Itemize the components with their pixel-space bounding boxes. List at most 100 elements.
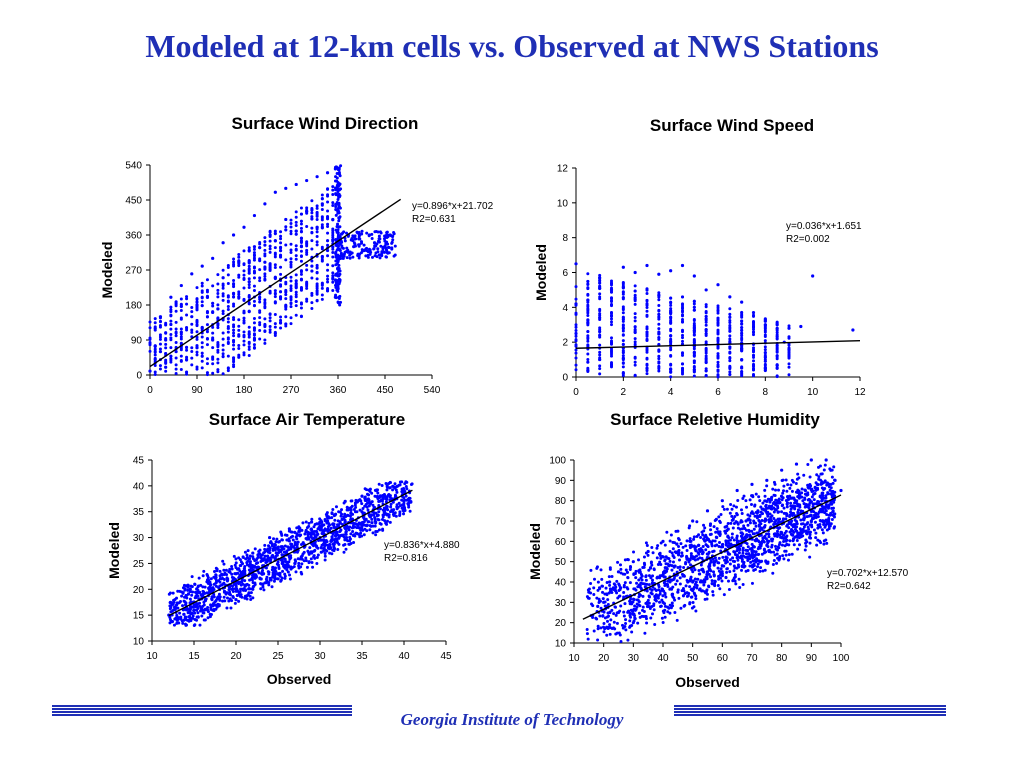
chart-air-temperature-point [256,555,260,559]
chart-air-temperature-point [259,582,263,586]
chart-relative-humidity-point [637,611,641,615]
chart-wind-speed-point [775,348,779,352]
chart-relative-humidity-point [810,525,814,529]
chart-air-temperature-point [256,565,260,569]
chart-wind-speed-point [633,289,637,293]
chart-relative-humidity-point [733,579,737,583]
chart-wind-direction-point [221,292,225,296]
chart-wind-direction-point [294,295,298,299]
chart-wind-direction-point [169,357,173,361]
chart-wind-direction-point [377,237,381,241]
chart-air-temperature-point [280,558,284,562]
chart-wind-speed-point [787,365,791,369]
chart-wind-speed-point [645,303,649,307]
chart-air-temperature-point [358,526,362,530]
chart-air-temperature-point [327,544,331,548]
chart-relative-humidity-point [684,544,688,548]
chart-wind-speed-point [704,288,708,292]
chart-wind-direction-point [226,305,230,309]
chart-relative-humidity-point [731,517,735,521]
chart-relative-humidity-point [795,499,799,503]
chart-wind-direction-point [339,300,343,304]
chart-wind-speed-point [586,279,590,283]
chart-air-temperature-point [400,503,404,507]
chart-air-temperature-point [169,604,173,608]
chart-wind-direction-point [320,282,324,286]
chart-relative-humidity-y-tick-label: 60 [555,537,567,548]
chart-wind-direction-point [299,230,303,234]
chart-wind-direction-point [284,288,288,292]
chart-wind-direction-point [247,295,251,299]
chart-relative-humidity-point [603,604,607,608]
chart-air-temperature-point [394,488,398,492]
chart-wind-speed-point [716,339,720,343]
chart-air-temperature-point [295,532,299,536]
chart-wind-speed-point [752,373,755,377]
chart-wind-speed-point [586,343,590,347]
chart-relative-humidity-point [715,527,719,531]
chart-relative-humidity-point [804,504,808,508]
chart-wind-speed-point [740,344,744,348]
chart-wind-speed-point [598,335,602,339]
chart-air-temperature-point [241,582,245,586]
chart-wind-direction-point [320,218,324,222]
chart-wind-direction-r2: R2=0.631 [412,214,456,225]
chart-wind-direction-point [336,222,340,226]
chart-relative-humidity-point [662,575,666,579]
chart-wind-speed-point [692,299,696,303]
chart-wind-speed-point [740,358,744,362]
chart-air-temperature-point [377,482,381,486]
chart-wind-direction-point [226,266,230,270]
chart-wind-direction-point [179,332,183,336]
chart-wind-direction-point [326,209,330,213]
chart-wind-direction-point [326,222,330,226]
chart-relative-humidity-point [790,519,794,523]
chart-relative-humidity-point [830,475,834,479]
chart-wind-direction-point [268,244,272,248]
chart-wind-direction-point [289,284,293,288]
chart-relative-humidity-point [765,484,769,488]
chart-relative-humidity-x-tick-label: 60 [717,653,729,664]
chart-relative-humidity-point [647,601,651,605]
chart-air-temperature-point [368,502,372,506]
chart-wind-direction-point [355,230,359,234]
chart-wind-direction-point [273,263,277,267]
chart-wind-direction-point [164,342,168,346]
chart-wind-speed-point [657,349,661,353]
chart-wind-direction-point [279,241,283,245]
chart-relative-humidity-point [715,543,719,547]
chart-air-temperature-point [397,501,401,505]
chart-wind-direction-point [299,269,303,273]
chart-relative-humidity-point [624,618,628,622]
chart-air-temperature-point [342,501,346,505]
chart-wind-direction-point [305,263,309,267]
chart-wind-direction-point [374,251,378,255]
chart-wind-direction-point [273,190,277,194]
chart-wind-speed-point [610,320,613,324]
chart-wind-direction-point [242,321,246,325]
chart-wind-direction-point [273,277,277,281]
chart-relative-humidity-point [722,593,726,597]
chart-relative-humidity-xlabel: Observed [675,674,740,690]
chart-relative-humidity-point [802,502,806,506]
chart-wind-speed-point [775,375,779,379]
chart-wind-direction-point [237,275,241,279]
chart-relative-humidity-point [650,604,654,608]
chart-air-temperature-point [340,517,344,521]
chart-wind-direction-point [310,276,314,280]
chart-relative-humidity-point [727,587,731,591]
chart-wind-direction-point [195,297,199,301]
chart-wind-direction-point [221,312,225,316]
chart-air-temperature-point [381,528,385,532]
chart-relative-humidity-point [824,458,828,462]
chart-relative-humidity-point [660,616,664,620]
chart-wind-direction-point [268,319,272,323]
chart-relative-humidity-point [720,572,724,576]
chart-wind-direction-point [375,242,379,246]
chart-air-temperature-point [198,604,202,608]
chart-air-temperature-point [355,531,359,535]
chart-relative-humidity-point [730,532,734,536]
chart-wind-direction-point [179,346,183,350]
chart-wind-direction-point [379,231,383,235]
chart-relative-humidity-point [708,564,712,568]
